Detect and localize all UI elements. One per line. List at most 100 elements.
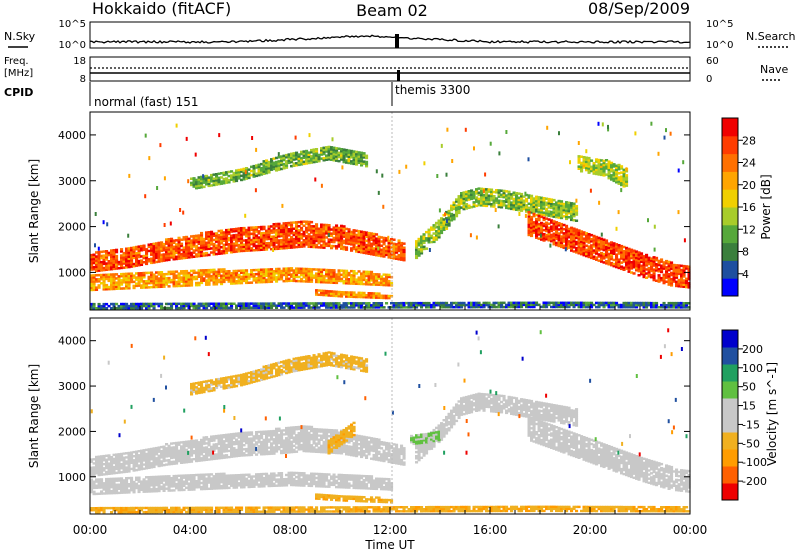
range-cell	[125, 285, 129, 288]
range-cell	[355, 280, 359, 283]
range-cell	[255, 304, 259, 307]
range-cell	[197, 178, 201, 181]
range-cell	[157, 252, 161, 255]
range-cell	[147, 277, 151, 281]
range-cell	[247, 306, 251, 309]
range-cell	[335, 147, 339, 150]
range-cell	[355, 278, 359, 281]
range-cell	[337, 155, 341, 159]
range-cell	[270, 231, 274, 234]
range-cell	[575, 247, 579, 250]
range-cell	[620, 177, 624, 180]
range-cell	[265, 233, 269, 237]
range-cell	[267, 167, 271, 170]
range-cell	[345, 233, 349, 237]
range-cell	[135, 450, 139, 453]
range-cell	[207, 231, 211, 234]
range-cell	[200, 175, 204, 179]
range-cell	[105, 252, 109, 255]
range-cell	[105, 464, 109, 468]
range-cell	[375, 233, 379, 236]
range-cell	[662, 261, 666, 264]
range-cell	[367, 238, 371, 241]
range-cell	[317, 157, 321, 161]
echo-point	[549, 243, 552, 248]
range-cell	[322, 291, 326, 295]
range-cell	[147, 450, 151, 453]
range-cell	[120, 256, 124, 259]
range-cell	[170, 442, 174, 445]
range-cell	[220, 172, 224, 175]
range-cell	[200, 451, 204, 454]
range-cell	[672, 270, 676, 273]
range-cell	[330, 269, 334, 272]
range-cell	[530, 203, 534, 206]
range-cell	[167, 281, 171, 284]
range-cell	[177, 459, 181, 463]
range-cell	[495, 197, 499, 200]
range-cell	[315, 278, 319, 282]
echo-point	[473, 146, 475, 151]
range-cell	[570, 202, 574, 205]
range-cell	[437, 225, 441, 229]
range-cell	[505, 303, 509, 307]
range-cell	[642, 259, 646, 262]
range-cell	[372, 247, 376, 250]
range-cell	[482, 202, 486, 205]
range-cell	[160, 285, 164, 288]
range-cell	[607, 252, 611, 256]
range-cell	[315, 231, 319, 234]
range-cell	[400, 252, 404, 255]
range-cell	[285, 238, 289, 241]
range-cell	[580, 170, 584, 173]
range-cell	[560, 305, 564, 309]
range-cell	[250, 249, 254, 252]
range-cell	[130, 459, 134, 462]
range-cell	[372, 281, 376, 284]
range-cell	[190, 241, 194, 244]
range-cell	[250, 271, 254, 274]
range-cell	[552, 213, 556, 216]
range-cell	[295, 267, 299, 270]
range-cell	[277, 228, 281, 232]
range-cell	[307, 237, 311, 240]
range-cell	[367, 304, 371, 307]
range-cell	[600, 165, 604, 168]
range-cell	[485, 198, 489, 201]
range-cell	[237, 229, 241, 232]
range-cell	[510, 305, 514, 309]
range-cell	[477, 201, 481, 205]
range-cell	[140, 261, 144, 264]
range-cell	[685, 265, 689, 268]
range-cell	[270, 302, 274, 305]
range-cell	[247, 304, 251, 307]
range-cell	[207, 182, 211, 186]
range-cell	[542, 224, 546, 228]
range-cell	[357, 276, 361, 279]
range-cell	[645, 301, 649, 305]
echo-point	[182, 210, 185, 215]
range-cell	[162, 451, 166, 454]
range-cell	[282, 273, 286, 277]
range-cell	[147, 464, 151, 467]
range-cell	[307, 304, 311, 307]
range-cell	[357, 244, 361, 247]
range-cell	[382, 236, 386, 240]
range-cell	[640, 256, 644, 259]
range-cell	[422, 237, 426, 240]
range-cell	[257, 302, 261, 305]
range-cell	[292, 273, 296, 276]
range-cell	[320, 233, 324, 237]
range-cell	[477, 197, 481, 201]
range-cell	[407, 306, 411, 309]
range-cell	[555, 221, 559, 224]
range-cell	[157, 460, 161, 464]
range-cell	[182, 455, 186, 458]
range-cell	[315, 235, 319, 239]
range-cell	[377, 239, 381, 243]
range-cell	[160, 456, 164, 459]
range-cell	[655, 303, 659, 307]
range-cell	[310, 274, 314, 277]
range-cell	[625, 263, 629, 266]
range-cell	[220, 306, 224, 310]
